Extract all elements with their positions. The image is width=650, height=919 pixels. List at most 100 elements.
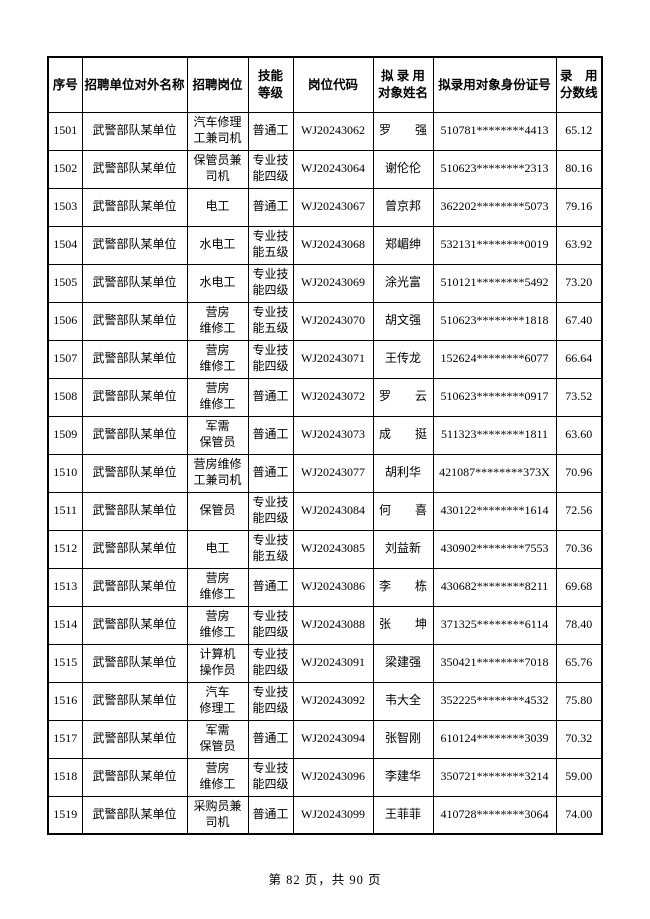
table-row: 1508 武警部队某单位 营房 维修工 普通工 WJ20243072 罗 云 510623*… [47,377,603,417]
cell-skill: 专业技 能五级 [247,225,294,265]
cell-name: 李建华 [372,757,434,797]
cell-id: 510623********2313 [432,149,557,189]
cell-name: 谢伦伦 [372,149,434,189]
cell-name: 韦大全 [372,681,434,721]
cell-unit: 武警部队某单位 [81,491,188,531]
cell-id: 152624********6077 [432,339,557,379]
cell-pos: 采购员兼 司机 [186,795,249,835]
cell-score: 69.68 [555,567,603,607]
cell-id: 510623********1818 [432,301,557,341]
cell-name: 涂光富 [372,263,434,303]
cell-skill: 专业技 能四级 [247,339,294,379]
cell-unit: 武警部队某单位 [81,415,188,455]
cell-skill: 专业技 能四级 [247,681,294,721]
cell-seq: 1505 [47,263,83,303]
cell-score: 73.52 [555,377,603,417]
cell-id: 510121********5492 [432,263,557,303]
cell-name: 胡利华 [372,453,434,493]
cell-code: WJ20243071 [292,339,374,379]
cell-code: WJ20243067 [292,187,374,227]
cell-pos: 汽车修理 工兼司机 [186,111,249,151]
cell-seq: 1512 [47,529,83,569]
cell-seq: 1504 [47,225,83,265]
cell-unit: 武警部队某单位 [81,605,188,645]
cell-seq: 1513 [47,567,83,607]
cell-name: 张 坤 [372,605,434,645]
table-row: 1519 武警部队某单位 采购员兼 司机 普通工 WJ20243099 王菲菲 410728… [47,795,603,835]
cell-pos: 营房 维修工 [186,605,249,645]
cell-skill: 专业技 能四级 [247,605,294,645]
cell-name: 刘益新 [372,529,434,569]
cell-id: 510781********4413 [432,111,557,151]
cell-unit: 武警部队某单位 [81,567,188,607]
table-row: 1507 武警部队某单位 营房 维修工 专业技 能四级 WJ20243071 王传龙 152… [47,339,603,379]
cell-unit: 武警部队某单位 [81,643,188,683]
cell-id: 430682********8211 [432,567,557,607]
cell-pos: 营房 维修工 [186,567,249,607]
cell-pos: 军需 保管员 [186,719,249,759]
cell-name: 胡文强 [372,301,434,341]
cell-pos: 电工 [186,187,249,227]
cell-code: WJ20243085 [292,529,374,569]
cell-name: 何 喜 [372,491,434,531]
cell-unit: 武警部队某单位 [81,149,188,189]
cell-skill: 专业技 能四级 [247,263,294,303]
cell-pos: 营房 维修工 [186,339,249,379]
cell-score: 59.00 [555,757,603,797]
table-row: 1502 武警部队某单位 保管员兼 司机 专业技 能四级 WJ20243064 谢伦伦 51… [47,149,603,189]
cell-seq: 1515 [47,643,83,683]
table-header-row: 序号 招聘单位对外名称 招聘岗位 技能 等级 岗位代码拟 录 用 对象姓名 拟录用对象身份… [47,56,603,113]
column-header-name: 拟 录 用 对象姓名 [372,56,434,113]
cell-seq: 1516 [47,681,83,721]
cell-pos: 营房 维修工 [186,377,249,417]
cell-id: 430902********7553 [432,529,557,569]
cell-id: 352225********4532 [432,681,557,721]
cell-score: 78.40 [555,605,603,645]
cell-name: 梁建强 [372,643,434,683]
table-row: 1509 武警部队某单位 军需 保管员 普通工 WJ20243073 成 挺 511323*… [47,415,603,455]
cell-name: 王菲菲 [372,795,434,835]
cell-id: 410728********3064 [432,795,557,835]
cell-seq: 1501 [47,111,83,151]
column-header-code: 岗位代码 [292,56,374,113]
cell-skill: 普通工 [247,567,294,607]
cell-score: 72.56 [555,491,603,531]
cell-skill: 普通工 [247,719,294,759]
table-row: 1517 武警部队某单位 军需 保管员 普通工 WJ20243094 张智刚 610124*… [47,719,603,759]
cell-id: 350721********3214 [432,757,557,797]
table-row: 1504 武警部队某单位 水电工 专业技 能五级 WJ20243068 郑嵋绅 532131… [47,225,603,265]
cell-id: 421087********373X [432,453,557,493]
cell-score: 73.20 [555,263,603,303]
table-row: 1512 武警部队某单位 电工 专业技 能五级 WJ20243085 刘益新 430902*… [47,529,603,569]
cell-code: WJ20243094 [292,719,374,759]
cell-id: 430122********1614 [432,491,557,531]
column-header-unit: 招聘单位对外名称 [81,56,188,113]
cell-skill: 专业技 能四级 [247,643,294,683]
cell-code: WJ20243068 [292,225,374,265]
table-row: 1501 武警部队某单位 汽车修理 工兼司机 普通工 WJ20243062 罗 强 5107… [47,111,603,151]
table-row: 1514 武警部队某单位 营房 维修工 专业技 能四级 WJ20243088 张 坤 371… [47,605,603,645]
cell-score: 63.92 [555,225,603,265]
table-row: 1516 武警部队某单位 汽车 修理工 专业技 能四级 WJ20243092 韦大全 352… [47,681,603,721]
cell-code: WJ20243062 [292,111,374,151]
cell-unit: 武警部队某单位 [81,453,188,493]
cell-pos: 计算机 操作员 [186,643,249,683]
cell-unit: 武警部队某单位 [81,529,188,569]
cell-skill: 专业技 能五级 [247,529,294,569]
table-row: 1505 武警部队某单位 水电工 专业技 能四级 WJ20243069 涂光富 510121… [47,263,603,303]
cell-pos: 水电工 [186,225,249,265]
cell-score: 75.80 [555,681,603,721]
cell-unit: 武警部队某单位 [81,301,188,341]
column-header-pos: 招聘岗位 [186,56,249,113]
cell-score: 65.76 [555,643,603,683]
cell-skill: 普通工 [247,187,294,227]
cell-seq: 1518 [47,757,83,797]
cell-seq: 1507 [47,339,83,379]
cell-code: WJ20243073 [292,415,374,455]
cell-code: WJ20243084 [292,491,374,531]
cell-skill: 普通工 [247,415,294,455]
cell-name: 郑嵋绅 [372,225,434,265]
cell-name: 李 栋 [372,567,434,607]
column-header-seq: 序号 [47,56,83,113]
